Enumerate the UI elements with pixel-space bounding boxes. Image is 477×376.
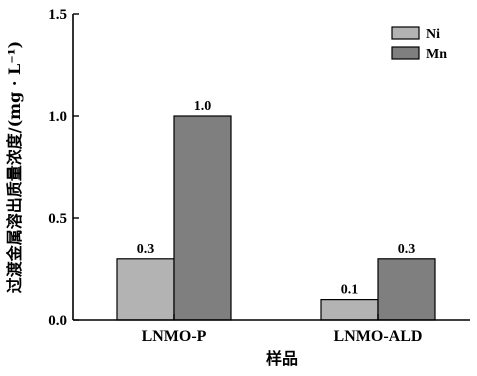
x-tick-label: LNMO-P [142, 328, 207, 345]
bar-ni-lnmo-p [116, 258, 175, 321]
x-ticks-layer: LNMO-P LNMO-ALD [142, 314, 423, 345]
x-axis-title: 样品 [266, 349, 298, 368]
value-label: 0.3 [398, 242, 416, 257]
y-tick-label: 0.5 [48, 211, 67, 227]
value-label: 0.3 [137, 242, 155, 257]
legend: Ni Mn [391, 26, 447, 62]
y-axis-title: 过渡金属溶出质量浓度/(mg · L⁻¹) [5, 41, 24, 294]
legend-label-mn: Mn [426, 47, 447, 62]
legend-swatch-mn [391, 46, 420, 60]
axes-layer [72, 14, 470, 321]
value-labels-layer: 0.3 1.0 0.1 0.3 [137, 99, 416, 298]
y-tick-label: 1.0 [48, 109, 67, 125]
y-tick-label: 0.0 [48, 313, 67, 329]
bar-mn-lnmo-ald [377, 258, 436, 321]
bar-ni-lnmo-ald [320, 299, 379, 321]
legend-swatch-ni [391, 26, 420, 40]
legend-label-ni: Ni [426, 27, 440, 42]
x-tick-label: LNMO-ALD [334, 328, 423, 345]
value-label: 0.1 [341, 283, 359, 298]
value-label: 1.0 [194, 99, 212, 114]
bar-mn-lnmo-p [173, 115, 232, 321]
y-tick-label: 1.5 [48, 7, 67, 23]
y-ticks-layer: 0.0 0.5 1.0 1.5 [48, 7, 79, 329]
bars-layer [116, 115, 436, 321]
